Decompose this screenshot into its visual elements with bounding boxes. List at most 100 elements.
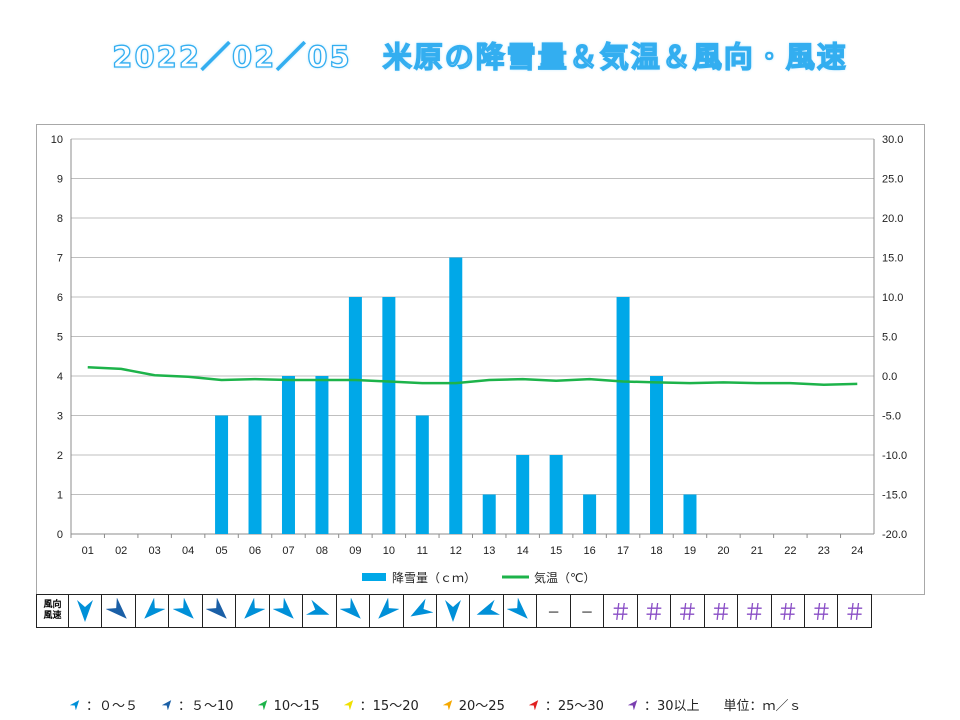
y-left-tick-label: 1 (57, 490, 63, 502)
wind-cell (335, 594, 371, 628)
wind-arrow-icon (244, 598, 266, 619)
speed-legend-label: ：25～30 (544, 698, 604, 714)
wind-cell: ＃ (803, 594, 839, 628)
x-tick-label: 12 (450, 545, 462, 557)
wind-cell: ＃ (703, 594, 739, 628)
wind-arrow-icon (442, 700, 452, 710)
wind-cell (268, 594, 304, 628)
wind-arrow-icon (70, 700, 80, 710)
x-tick-label: 08 (316, 545, 328, 557)
speed-legend-item: 20～25 (442, 695, 505, 714)
legend-snow-label: 降雪量（ｃｍ） (392, 571, 476, 585)
legend-temp-label: 気温（℃） (534, 570, 595, 585)
x-tick-label: 11 (417, 545, 428, 557)
x-tick-label: 17 (617, 545, 629, 557)
wind-arrow-icon (306, 599, 330, 615)
wind-cell (502, 594, 538, 628)
wind-cell (302, 594, 337, 628)
x-tick-label: 05 (215, 545, 227, 557)
snow-bar (650, 376, 664, 534)
chart-title: 2022／02／05 米原の降雪量＆気温＆風向・風速 (112, 39, 848, 74)
snow-bar (248, 415, 262, 534)
y-left-tick-label: 6 (57, 292, 63, 304)
no-data-mark: ＃ (609, 601, 632, 626)
y-right-tick-label: 10.0 (882, 292, 903, 304)
x-tick-label: 16 (583, 545, 595, 557)
wind-cell: － (569, 594, 605, 628)
x-tick-label: 14 (517, 545, 529, 557)
wind-arrow-icon (339, 598, 361, 619)
speed-legend-item: ：５～10 (162, 695, 234, 714)
wind-cell (235, 594, 270, 628)
snow-bar (549, 455, 563, 534)
snow-bar (616, 297, 630, 534)
wind-header: 風向 風速 (36, 594, 69, 628)
x-tick-label: 24 (851, 545, 863, 557)
wind-cell (435, 594, 471, 628)
wind-arrow-icon (272, 598, 294, 619)
y-left-tick-label: 4 (57, 371, 63, 383)
y-left-tick-label: 10 (51, 134, 63, 146)
wind-cell (402, 594, 437, 628)
wind-arrow-icon (410, 598, 433, 617)
wind-cell (201, 594, 237, 628)
wind-row: 風向 風速 － － ＃ ＃ ＃ ＃ ＃ ＃ ＃ ＃ (36, 594, 872, 628)
y-left-tick-label: 0 (57, 529, 63, 541)
speed-legend-label: 20～25 (458, 698, 505, 714)
speed-legend-item: ：０～５ (70, 695, 138, 714)
snow-bar (215, 415, 229, 534)
x-tick-label: 03 (149, 545, 161, 557)
speed-legend-item: 10～15 (257, 695, 320, 714)
x-tick-label: 23 (818, 545, 830, 557)
wind-cell: ＃ (636, 594, 672, 628)
wind-arrow-icon (507, 598, 528, 619)
y-left-tick-label: 8 (57, 213, 63, 225)
y-right-tick-label: -10.0 (882, 450, 907, 462)
calm-mark: － (580, 605, 594, 621)
speed-legend-item: ：30以上 (627, 695, 699, 714)
no-data-mark: ＃ (743, 601, 766, 626)
wind-cell (469, 594, 504, 628)
y-left-tick-label: 7 (57, 253, 63, 265)
x-tick-label: 04 (182, 545, 194, 557)
x-tick-label: 22 (784, 545, 796, 557)
y-right-tick-label: 20.0 (882, 213, 903, 225)
y-right-tick-label: -20.0 (882, 529, 907, 541)
x-tick-label: 19 (684, 545, 696, 557)
snow-bar (382, 297, 396, 534)
speed-legend-label: ：15～20 (359, 698, 419, 714)
temperature-line (87, 366, 858, 386)
wind-arrow-icon (162, 700, 172, 710)
unit-label: 単位：ｍ／ｓ (723, 698, 802, 714)
y-left-tick-label: 9 (57, 174, 63, 186)
wind-arrow-icon (343, 700, 353, 710)
speed-legend-label: ：５～10 (178, 698, 234, 714)
x-tick-label: 09 (349, 545, 361, 557)
wind-cell: ＃ (837, 594, 872, 628)
y-left-tick-label: 3 (57, 411, 63, 423)
y-right-tick-label: 0.0 (882, 371, 897, 383)
x-tick-label: 02 (115, 545, 127, 557)
wind-arrow-icon (105, 598, 127, 619)
chart-plot: 012345678910-20.0-15.0-10.0-5.00.05.010.… (51, 134, 907, 585)
x-tick-label: 20 (717, 545, 729, 557)
wind-arrow-icon (144, 598, 166, 619)
x-tick-label: 13 (483, 545, 495, 557)
speed-legend-label: 10～15 (273, 698, 320, 714)
snow-bar (482, 494, 496, 534)
y-right-tick-label: 15.0 (882, 253, 903, 265)
snow-bar (348, 297, 362, 534)
no-data-mark: ＃ (810, 601, 833, 626)
wind-arrow-icon (257, 700, 267, 710)
wind-cell: ＃ (603, 594, 638, 628)
wind-arrow-icon (445, 600, 462, 622)
chart-area: 0 1 2 3 4 5 6 7 8 9 10 -20.0 -15.0 -10.0 -5.0 0.0 5.0 10.… (36, 124, 925, 595)
wind-direction-header: 風向 (43, 600, 62, 610)
no-data-mark: ＃ (642, 601, 665, 626)
wind-cell: ＃ (737, 594, 772, 628)
snow-bar (415, 415, 429, 534)
x-tick-label: 01 (82, 545, 94, 557)
wind-cell (134, 594, 170, 628)
wind-arrow-icon (172, 598, 194, 619)
wind-arrow-icon (627, 700, 638, 710)
